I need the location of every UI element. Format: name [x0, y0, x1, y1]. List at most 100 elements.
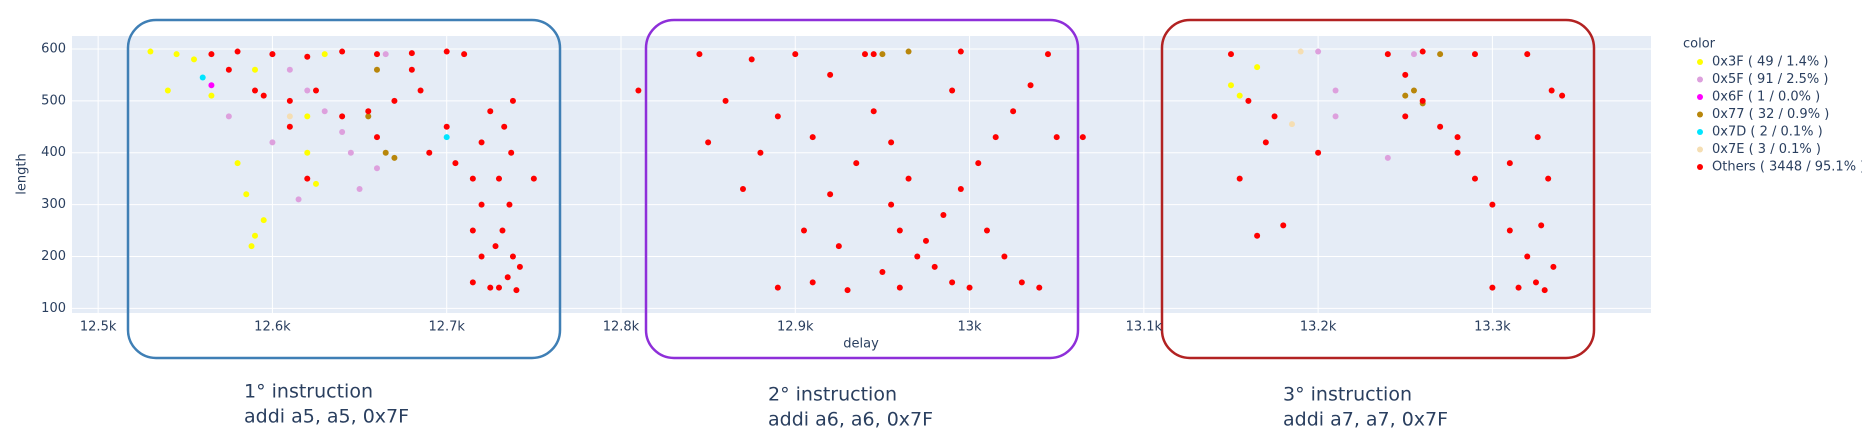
point	[1402, 71, 1409, 78]
point	[286, 66, 293, 73]
legend-marker	[1697, 164, 1703, 170]
x-tick-label: 13.1k	[1126, 320, 1163, 335]
point	[1384, 154, 1391, 161]
point	[1534, 134, 1541, 141]
legend-label: 0x7E ( 3 / 0.1% )	[1712, 142, 1821, 157]
point	[827, 71, 834, 78]
point	[1315, 48, 1322, 55]
point	[966, 284, 973, 291]
point	[940, 211, 947, 218]
point	[339, 113, 346, 120]
point	[1402, 113, 1409, 120]
point	[373, 51, 380, 58]
point	[339, 128, 346, 135]
point	[234, 48, 241, 55]
legend-marker	[1697, 146, 1703, 153]
legend-marker	[1697, 94, 1703, 100]
point	[499, 227, 506, 234]
point	[373, 66, 380, 73]
grid	[72, 36, 1651, 313]
point	[1384, 51, 1391, 58]
point	[1332, 87, 1339, 94]
point	[391, 154, 398, 161]
point	[774, 284, 781, 291]
point	[286, 113, 293, 120]
point	[208, 92, 215, 99]
point	[992, 134, 999, 141]
point	[469, 175, 476, 182]
point	[1545, 175, 1552, 182]
point	[722, 97, 729, 104]
legend-label: 0x7D ( 2 / 0.1% )	[1712, 125, 1823, 140]
point	[1506, 227, 1513, 234]
point	[931, 263, 938, 270]
point	[286, 123, 293, 130]
point	[487, 108, 494, 115]
point	[304, 53, 311, 60]
point	[1410, 51, 1417, 58]
point	[696, 51, 703, 58]
point	[373, 165, 380, 172]
point	[1044, 51, 1051, 58]
legend-label: Others ( 3448 / 95.1% )	[1712, 160, 1862, 175]
point	[739, 186, 746, 193]
point	[1559, 92, 1566, 99]
point	[469, 227, 476, 234]
point	[922, 237, 929, 244]
point	[382, 149, 389, 156]
point	[983, 227, 990, 234]
point	[251, 232, 258, 239]
point	[304, 149, 311, 156]
point	[1079, 134, 1086, 141]
y-tick-label: 200	[41, 249, 66, 264]
annotation-box	[644, 18, 1080, 360]
point	[1489, 284, 1496, 291]
point	[774, 113, 781, 120]
point	[1027, 82, 1034, 89]
point	[478, 253, 485, 260]
point	[1315, 149, 1322, 156]
x-tick-label: 12.5k	[80, 320, 117, 335]
annotation-box	[1160, 18, 1596, 360]
point	[1010, 108, 1017, 115]
point	[260, 217, 267, 224]
x-tick-label: 13.3k	[1474, 320, 1511, 335]
point	[365, 113, 372, 120]
point	[792, 51, 799, 58]
point	[1515, 284, 1522, 291]
x-tick-label: 13.2k	[1300, 320, 1337, 335]
point	[879, 51, 886, 58]
point	[1332, 113, 1339, 120]
point	[461, 51, 468, 58]
point	[1548, 87, 1555, 94]
point	[1236, 92, 1243, 99]
point	[1471, 51, 1478, 58]
point	[356, 186, 363, 193]
point	[1550, 263, 1557, 270]
point	[495, 175, 502, 182]
point	[312, 180, 319, 187]
x-tick-label: 13k	[958, 320, 983, 335]
point	[304, 175, 311, 182]
point	[957, 186, 964, 193]
point	[504, 274, 511, 281]
point	[905, 175, 912, 182]
point	[199, 74, 206, 81]
point	[312, 87, 319, 94]
point	[861, 51, 868, 58]
point	[1419, 97, 1426, 104]
x-tick-label: 12.6k	[254, 320, 291, 335]
annotations: 1° instruction addi a5, a5, 0x7F 2° instru…	[126, 18, 1596, 431]
point	[508, 149, 515, 156]
point	[492, 243, 499, 250]
legend-label: 0x3F ( 49 / 1.4% )	[1712, 55, 1828, 70]
point	[705, 139, 712, 146]
point	[1524, 253, 1531, 260]
point	[260, 92, 267, 99]
x-tick-label: 12.8k	[603, 320, 640, 335]
annotation-code: addi a6, a6, 0x7F	[768, 409, 933, 431]
point	[286, 97, 293, 104]
point	[1437, 123, 1444, 130]
point	[1271, 113, 1278, 120]
